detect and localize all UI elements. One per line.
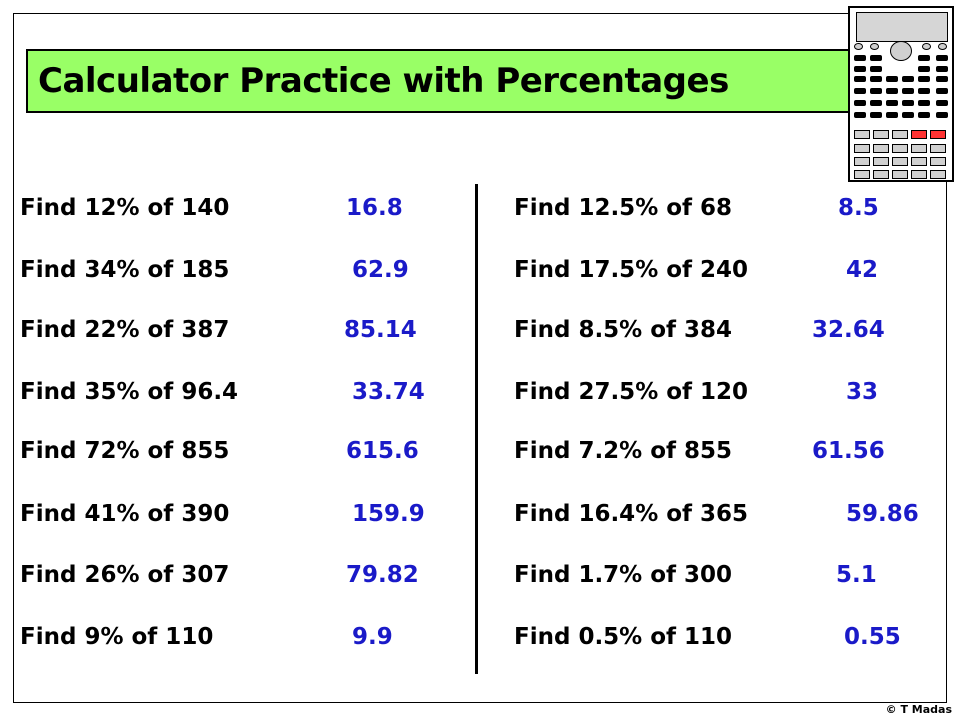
- question-right-7: Find 1.7% of 300: [514, 562, 733, 588]
- calc-key: [936, 66, 948, 72]
- calc-key: [870, 100, 882, 106]
- calc-key: [854, 157, 870, 166]
- calc-key: [936, 88, 948, 94]
- calc-key: [936, 76, 948, 82]
- calc-key: [902, 76, 914, 82]
- answer-right-6: 59.86: [846, 501, 919, 527]
- calc-key: [938, 43, 947, 50]
- calc-key: [930, 170, 946, 179]
- question-right-1: Find 12.5% of 68: [514, 195, 733, 221]
- calc-key: [892, 170, 908, 179]
- calc-key: [918, 112, 930, 118]
- answer-left-4: 33.74: [352, 379, 425, 405]
- column-divider: [475, 184, 478, 674]
- answer-right-3: 32.64: [812, 317, 885, 343]
- answer-left-8: 9.9: [352, 624, 393, 650]
- calc-key: [936, 55, 948, 61]
- question-left-4: Find 35% of 96.4: [20, 379, 239, 405]
- calc-dpad: [890, 41, 912, 61]
- calc-key: [886, 76, 898, 82]
- calc-del-key: [911, 130, 927, 139]
- calc-key: [870, 88, 882, 94]
- calc-key: [873, 157, 889, 166]
- question-left-7: Find 26% of 307: [20, 562, 230, 588]
- calc-key: [892, 130, 908, 139]
- title-banner: Calculator Practice with Percentages: [26, 49, 852, 113]
- answer-left-3: 85.14: [344, 317, 417, 343]
- calc-key: [854, 112, 866, 118]
- calc-key: [936, 112, 948, 118]
- answer-right-8: 0.55: [844, 624, 901, 650]
- calc-key: [854, 43, 863, 50]
- answer-right-5: 61.56: [812, 438, 885, 464]
- calc-key: [870, 76, 882, 82]
- calc-key: [911, 157, 927, 166]
- calc-key: [918, 66, 930, 72]
- calc-key: [892, 144, 908, 153]
- calc-key: [918, 100, 930, 106]
- copyright-notice: © T Madas: [885, 703, 952, 716]
- calc-key: [870, 66, 882, 72]
- calc-key: [873, 144, 889, 153]
- calc-key: [886, 112, 898, 118]
- calc-key: [930, 157, 946, 166]
- question-left-1: Find 12% of 140: [20, 195, 230, 221]
- calc-key: [936, 100, 948, 106]
- calc-key: [892, 157, 908, 166]
- calc-key: [854, 144, 870, 153]
- answer-left-1: 16.8: [346, 195, 403, 221]
- answer-left-5: 615.6: [346, 438, 419, 464]
- calc-key: [854, 76, 866, 82]
- calc-key: [886, 100, 898, 106]
- calc-key: [854, 130, 870, 139]
- question-left-8: Find 9% of 110: [20, 624, 214, 650]
- question-left-6: Find 41% of 390: [20, 501, 230, 527]
- page-title: Calculator Practice with Percentages: [38, 61, 729, 101]
- calc-key: [911, 170, 927, 179]
- question-right-5: Find 7.2% of 855: [514, 438, 733, 464]
- calc-key: [870, 43, 879, 50]
- calc-key: [918, 55, 930, 61]
- calculator-icon: [848, 6, 954, 182]
- question-right-8: Find 0.5% of 110: [514, 624, 733, 650]
- calc-key: [918, 76, 930, 82]
- calc-key: [886, 88, 898, 94]
- question-right-4: Find 27.5% of 120: [514, 379, 749, 405]
- answer-left-7: 79.82: [346, 562, 419, 588]
- calc-key: [854, 55, 866, 61]
- slide-frame: [13, 13, 947, 703]
- answer-right-2: 42: [846, 257, 879, 283]
- question-right-2: Find 17.5% of 240: [514, 257, 749, 283]
- calc-key: [902, 100, 914, 106]
- calc-key: [902, 112, 914, 118]
- calc-key: [922, 43, 931, 50]
- calc-key: [854, 88, 866, 94]
- calc-ac-key: [930, 130, 946, 139]
- calc-key: [854, 100, 866, 106]
- question-left-5: Find 72% of 855: [20, 438, 230, 464]
- calc-key: [873, 170, 889, 179]
- calc-key: [870, 55, 882, 61]
- calc-key: [873, 130, 889, 139]
- question-left-3: Find 22% of 387: [20, 317, 230, 343]
- calc-key: [918, 88, 930, 94]
- question-left-2: Find 34% of 185: [20, 257, 230, 283]
- calc-key: [930, 144, 946, 153]
- answer-right-4: 33: [846, 379, 879, 405]
- calc-key: [854, 170, 870, 179]
- calculator-screen: [856, 12, 948, 42]
- calc-key: [902, 88, 914, 94]
- calc-key: [854, 66, 866, 72]
- answer-left-2: 62.9: [352, 257, 409, 283]
- question-right-3: Find 8.5% of 384: [514, 317, 733, 343]
- calc-key: [911, 144, 927, 153]
- calc-key: [870, 112, 882, 118]
- answer-right-1: 8.5: [838, 195, 879, 221]
- answer-left-6: 159.9: [352, 501, 425, 527]
- answer-right-7: 5.1: [836, 562, 877, 588]
- question-right-6: Find 16.4% of 365: [514, 501, 749, 527]
